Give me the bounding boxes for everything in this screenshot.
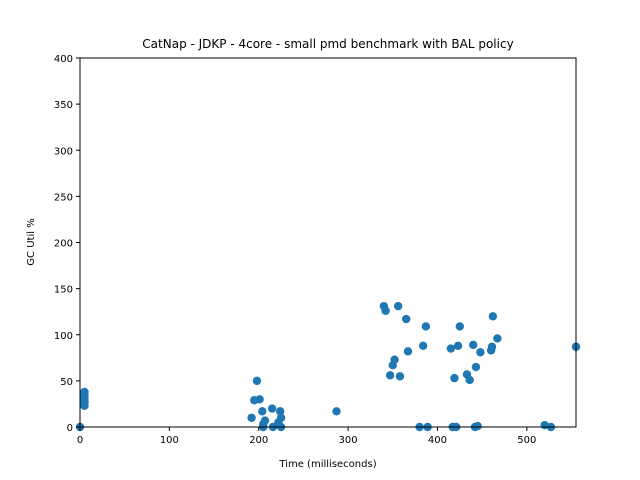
data-point <box>469 340 478 350</box>
data-point <box>332 407 341 416</box>
x-tick-label: 200 <box>249 435 268 446</box>
y-tick-label: 350 <box>54 100 73 111</box>
data-point <box>493 334 502 343</box>
data-point <box>453 341 463 351</box>
data-point <box>247 413 256 422</box>
data-point <box>395 372 405 381</box>
data-point <box>465 375 474 385</box>
y-tick-label: 50 <box>60 377 73 388</box>
data-point <box>418 341 428 351</box>
y-tick-label: 0 <box>67 423 73 434</box>
chart-title: CatNap - JDKP - 4core - small pmd benchm… <box>142 37 513 51</box>
data-point <box>267 404 277 413</box>
y-tick-label: 150 <box>54 285 73 296</box>
data-point <box>393 301 403 311</box>
data-point <box>446 344 456 353</box>
data-point <box>487 342 497 351</box>
y-tick-label: 200 <box>54 239 73 250</box>
x-axis: 0 100 200 300 400 500 <box>77 427 536 446</box>
data-point <box>488 312 498 321</box>
data-point <box>450 373 459 383</box>
data-point <box>455 322 465 331</box>
data-point <box>471 362 481 372</box>
data-point <box>275 407 285 416</box>
data-point <box>255 395 264 404</box>
x-axis-label: Time (milliseconds) <box>278 459 376 470</box>
data-point <box>260 416 270 425</box>
x-tick-label: 300 <box>339 435 358 446</box>
data-point <box>473 421 482 431</box>
data-point <box>252 376 262 386</box>
y-tick-label: 400 <box>54 54 73 65</box>
y-tick-label: 250 <box>54 192 73 203</box>
y-axis-label: GC Util % <box>26 218 37 265</box>
x-tick-label: 100 <box>160 435 179 446</box>
data-point <box>390 355 399 364</box>
x-tick-label: 400 <box>428 435 447 446</box>
y-tick-label: 100 <box>54 331 73 342</box>
data-point <box>258 407 267 416</box>
data-point <box>276 413 286 422</box>
data-point <box>421 322 431 331</box>
data-point <box>403 347 413 356</box>
y-tick-label: 300 <box>54 146 73 157</box>
data-point <box>476 348 485 357</box>
data-point <box>80 401 89 410</box>
data-point <box>385 371 395 380</box>
y-axis: 0 50 100 150 200 250 300 350 400 <box>54 54 80 434</box>
x-tick-label: 500 <box>517 435 536 446</box>
data-point <box>401 314 411 324</box>
x-tick-label: 0 <box>77 435 83 446</box>
data-point <box>381 306 390 315</box>
